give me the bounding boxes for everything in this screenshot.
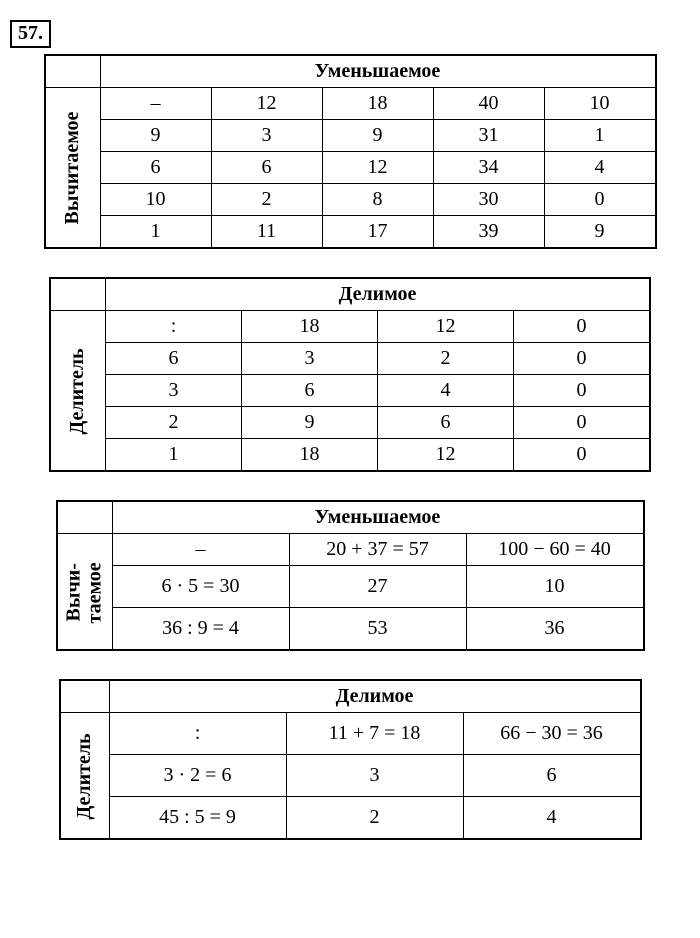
table-cell: 36 : 9 = 4	[112, 608, 289, 651]
table-cell: 45 : 5 = 9	[109, 797, 286, 840]
side-header-line1: Вычи-	[62, 563, 84, 621]
table-cell: 3	[286, 755, 463, 797]
table-cell: 31	[433, 120, 544, 152]
table-cell: 10	[100, 184, 211, 216]
table-cell: –	[100, 88, 211, 120]
table-cell: 2	[211, 184, 322, 216]
top-header: Уменьшаемое	[100, 55, 656, 88]
table-cell: 39	[433, 216, 544, 249]
table-cell: 9	[322, 120, 433, 152]
table-cell: 0	[544, 184, 656, 216]
table-cell: 6	[242, 375, 378, 407]
side-header: Делитель	[50, 311, 106, 472]
table-cell: 12	[378, 311, 514, 343]
table-cell: 11	[211, 216, 322, 249]
table-cell: 34	[433, 152, 544, 184]
table-cell: 9	[544, 216, 656, 249]
table-cell: 0	[514, 343, 651, 375]
table-cell: :	[106, 311, 242, 343]
table-cell: 1	[544, 120, 656, 152]
side-header: Вычитаемое	[45, 88, 101, 249]
table-subtraction-1: Уменьшаемое Вычитаемое – 12 18 40 10 9 3…	[44, 54, 657, 249]
table-division-2: Делимое Делитель : 11 + 7 = 18 66 − 30 =…	[59, 679, 642, 840]
table-cell: 12	[322, 152, 433, 184]
table-cell: 0	[514, 439, 651, 472]
table-cell: 66 − 30 = 36	[463, 713, 641, 755]
table-cell: 6	[211, 152, 322, 184]
side-header: Делитель	[60, 713, 110, 840]
table-cell: 6	[100, 152, 211, 184]
table-cell: 4	[463, 797, 641, 840]
side-header: Вычи- таемое	[57, 534, 113, 651]
table-cell: 36	[466, 608, 644, 651]
table-cell: 6	[378, 407, 514, 439]
table-cell: 8	[322, 184, 433, 216]
table-cell: 17	[322, 216, 433, 249]
table-cell: 0	[514, 375, 651, 407]
table-cell: 18	[242, 311, 378, 343]
table-cell: 40	[433, 88, 544, 120]
top-header: Делимое	[109, 680, 641, 713]
table-corner	[50, 278, 106, 311]
table-cell: :	[109, 713, 286, 755]
table-cell: 30	[433, 184, 544, 216]
table-cell: 18	[322, 88, 433, 120]
table-cell: 4	[544, 152, 656, 184]
side-header-line2: таемое	[83, 561, 105, 622]
table-cell: 1	[106, 439, 242, 472]
table-cell: 0	[514, 407, 651, 439]
table-cell: 6	[106, 343, 242, 375]
table-cell: 0	[514, 311, 651, 343]
table-subtraction-2: Уменьшаемое Вычи- таемое – 20 + 37 = 57 …	[56, 500, 645, 651]
table-cell: 9	[242, 407, 378, 439]
table-corner	[57, 501, 113, 534]
table-cell: 1	[100, 216, 211, 249]
table-division-1: Делимое Делитель : 18 12 0 6 3 2 0 3 6 4…	[49, 277, 651, 472]
table-cell: 9	[100, 120, 211, 152]
table-cell: 6 · 5 = 30	[112, 566, 289, 608]
table-cell: 27	[289, 566, 466, 608]
table-corner	[45, 55, 101, 88]
table-cell: 6	[463, 755, 641, 797]
table-cell: 2	[378, 343, 514, 375]
table-cell: 20 + 37 = 57	[289, 534, 466, 566]
table-cell: –	[112, 534, 289, 566]
table-cell: 11 + 7 = 18	[286, 713, 463, 755]
table-cell: 12	[211, 88, 322, 120]
table-cell: 12	[378, 439, 514, 472]
table-corner	[60, 680, 110, 713]
table-cell: 10	[466, 566, 644, 608]
table-cell: 3	[106, 375, 242, 407]
table-cell: 4	[378, 375, 514, 407]
table-cell: 3 · 2 = 6	[109, 755, 286, 797]
table-cell: 100 − 60 = 40	[466, 534, 644, 566]
table-cell: 3	[242, 343, 378, 375]
table-cell: 2	[286, 797, 463, 840]
table-cell: 3	[211, 120, 322, 152]
top-header: Делимое	[106, 278, 651, 311]
table-cell: 2	[106, 407, 242, 439]
problem-number: 57.	[10, 20, 51, 48]
table-cell: 18	[242, 439, 378, 472]
table-cell: 10	[544, 88, 656, 120]
top-header: Уменьшаемое	[112, 501, 644, 534]
problem-number-text: 57.	[18, 22, 43, 44]
table-cell: 53	[289, 608, 466, 651]
